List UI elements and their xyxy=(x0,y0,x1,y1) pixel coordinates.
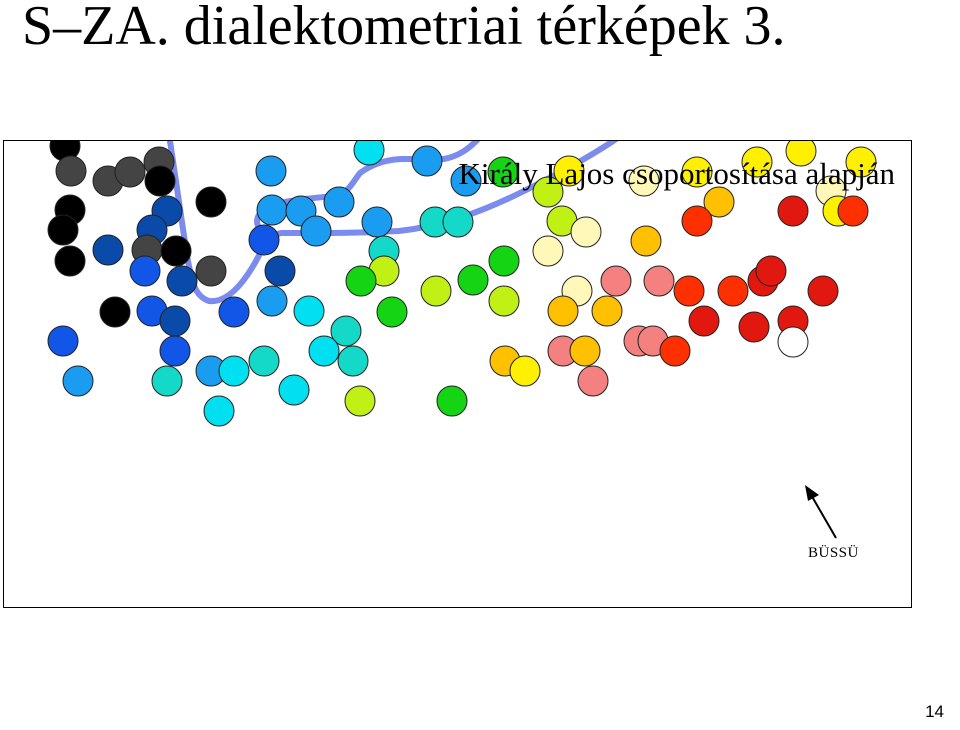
dialect-point-cyan xyxy=(353,141,385,166)
dialect-point-blue xyxy=(248,224,280,256)
dialect-point-yellowgreen xyxy=(344,385,376,417)
dialect-point-azure xyxy=(450,165,482,197)
dialect-point-green xyxy=(457,264,489,296)
map-caption: Király Lajos csoportosítása alapján xyxy=(458,156,895,191)
dialect-point-blue xyxy=(218,296,250,328)
slide-title: S–ZA. dialektometriai térképek 3. xyxy=(22,0,786,57)
dialect-point-turquoise xyxy=(337,345,369,377)
dialect-point-cyan xyxy=(278,374,310,406)
dialect-point-yellowgreen xyxy=(488,285,520,317)
page-number: 14 xyxy=(925,702,944,721)
dialect-point-azure xyxy=(256,194,288,226)
dialect-point-azure xyxy=(256,285,288,317)
dialect-point-cyan xyxy=(203,395,235,427)
dialect-point-orangered xyxy=(837,195,869,227)
dialect-point-white-bussu xyxy=(777,326,809,358)
dialect-point-gold xyxy=(547,295,579,327)
dialect-point-orangered xyxy=(673,275,705,307)
dialect-point-blue xyxy=(159,335,191,367)
dialect-point-green xyxy=(487,156,519,188)
dialect-point-salmon xyxy=(577,365,609,397)
dialect-point-gold xyxy=(703,186,735,218)
highlight-point-label: BÜSSÜ xyxy=(808,545,859,561)
dialect-point-green xyxy=(436,385,468,417)
dialect-point-orangered xyxy=(681,205,713,237)
dialect-point-yellow xyxy=(681,156,713,188)
dialect-point-cyan xyxy=(308,335,340,367)
dialect-point-gold xyxy=(569,335,601,367)
dialect-point-turquoise xyxy=(442,206,474,238)
dialect-point-black xyxy=(144,165,176,197)
dialect-point-azure xyxy=(323,186,355,218)
dialect-point-salmon xyxy=(643,265,675,297)
dialect-point-red xyxy=(755,255,787,287)
dialect-point-orangered xyxy=(659,335,691,367)
dialect-point-yellowgreen xyxy=(420,275,452,307)
dialect-point-gold xyxy=(591,295,623,327)
dialect-point-black xyxy=(54,245,86,277)
dialect-point-green xyxy=(376,296,408,328)
dialect-point-black xyxy=(160,235,192,267)
dialect-point-turquoise xyxy=(248,345,280,377)
dialect-point-azure xyxy=(62,365,94,397)
dialect-point-red xyxy=(688,305,720,337)
dialect-point-darkgray xyxy=(195,255,227,287)
dialect-point-red xyxy=(738,311,770,343)
dialect-point-azure xyxy=(300,215,332,247)
dialect-point-black xyxy=(47,214,79,246)
dialect-point-darkgray xyxy=(55,155,87,187)
dialect-point-yellow xyxy=(553,155,585,187)
dialect-point-yellow xyxy=(785,141,817,167)
dialect-point-navy xyxy=(166,265,198,297)
dialect-point-green xyxy=(488,245,520,277)
dialect-point-azure xyxy=(255,155,287,187)
dialect-point-yellowgreen xyxy=(532,176,564,208)
dialect-point-darkgray xyxy=(114,156,146,188)
dialect-point-azure xyxy=(411,145,443,177)
dialect-point-lightyellow xyxy=(570,216,602,248)
dialect-point-orangered xyxy=(717,275,749,307)
dialect-point-navy xyxy=(159,305,191,337)
dialect-point-cyan xyxy=(218,355,250,387)
dialect-point-green xyxy=(345,265,377,297)
dialect-point-salmon xyxy=(600,265,632,297)
dialect-point-blue xyxy=(129,255,161,287)
dialect-point-black xyxy=(99,296,131,328)
dialect-point-azure xyxy=(361,206,393,238)
dialect-point-cyan xyxy=(293,295,325,327)
dialect-points-layer xyxy=(47,141,877,427)
dialect-point-blue xyxy=(47,325,79,357)
highlight-arrow-line xyxy=(809,492,837,539)
dialect-point-navy xyxy=(264,255,296,287)
map-canvas xyxy=(47,141,877,539)
dialect-point-lightyellow xyxy=(628,165,660,197)
dialect-point-red xyxy=(807,275,839,307)
dialect-map: Király Lajos csoportosítása alapján BÜSS… xyxy=(3,140,912,608)
dialect-point-yellow xyxy=(741,146,773,178)
dialect-point-yellow xyxy=(845,146,877,178)
arrow-up-left-icon xyxy=(805,485,819,501)
dialect-point-turquoise xyxy=(330,315,362,347)
dialect-point-black xyxy=(195,186,227,218)
dialect-point-navy xyxy=(92,234,124,266)
dialect-point-turquoise xyxy=(151,365,183,397)
dialect-point-yellow xyxy=(509,355,541,387)
dialect-point-lightyellow xyxy=(532,235,564,267)
dialect-point-red xyxy=(777,195,809,227)
dialect-point-gold xyxy=(630,225,662,257)
